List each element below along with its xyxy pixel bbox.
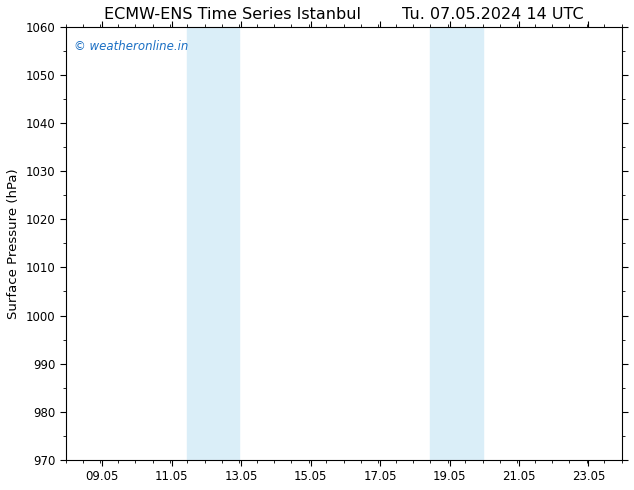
Title: ECMW-ENS Time Series Istanbul        Tu. 07.05.2024 14 UTC: ECMW-ENS Time Series Istanbul Tu. 07.05.… (104, 7, 583, 22)
Bar (430, 27, 482, 460)
Text: © weatheronline.in: © weatheronline.in (74, 40, 188, 53)
Bar (187, 27, 240, 460)
Y-axis label: Surface Pressure (hPa): Surface Pressure (hPa) (7, 168, 20, 319)
